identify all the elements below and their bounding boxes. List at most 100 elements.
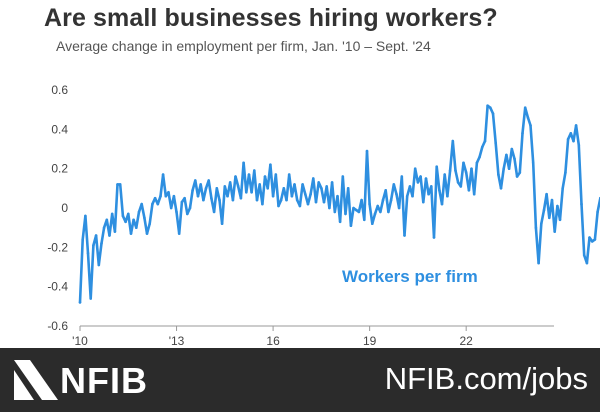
data-point [542, 208, 546, 212]
data-point [172, 194, 176, 198]
data-point [486, 104, 489, 107]
data-point [338, 220, 342, 224]
data-point [274, 173, 278, 176]
chart-subtitle: Average change in employment per firm, J… [56, 38, 431, 54]
data-point [186, 212, 189, 216]
data-point [151, 202, 154, 206]
data-point [105, 218, 109, 222]
data-point [593, 238, 597, 241]
data-point [545, 192, 548, 196]
data-point [314, 200, 318, 204]
data-point [360, 198, 363, 202]
data-point [537, 261, 540, 265]
data-point [228, 181, 232, 184]
y-tick-label: 0.4 [51, 122, 68, 136]
data-point [194, 179, 197, 182]
data-point [234, 175, 237, 178]
data-point [148, 222, 151, 225]
data-point [116, 183, 119, 186]
data-point [438, 189, 441, 192]
nfib-jobs-url[interactable]: NFIB.com/jobs [384, 361, 588, 396]
y-tick-label: -0.6 [47, 319, 68, 333]
data-point [405, 194, 409, 198]
data-point [210, 196, 213, 200]
x-tick-label: 16 [266, 334, 280, 348]
data-point [540, 222, 543, 225]
data-point [346, 187, 350, 190]
data-point [277, 204, 280, 208]
data-point [191, 189, 194, 192]
data-point [507, 167, 511, 170]
data-point [242, 161, 245, 165]
data-point [590, 240, 594, 243]
data-point [188, 206, 192, 210]
data-point [199, 183, 202, 186]
data-point [167, 191, 170, 194]
data-point [357, 210, 361, 214]
data-point [556, 204, 559, 208]
data-point [572, 139, 575, 143]
data-point [432, 236, 436, 239]
data-point [424, 177, 428, 180]
data-point [478, 155, 481, 159]
data-point [435, 165, 439, 168]
data-point [558, 218, 562, 222]
data-point [127, 212, 130, 216]
data-point [245, 191, 248, 194]
data-point [124, 220, 127, 224]
data-point [177, 232, 181, 235]
data-point [574, 124, 578, 127]
y-tick-label: 0.2 [51, 162, 68, 176]
data-point [462, 161, 465, 165]
data-point [333, 210, 337, 214]
data-point [502, 167, 506, 170]
data-point [207, 179, 210, 182]
data-point [513, 157, 516, 161]
data-point [475, 161, 479, 165]
data-point [258, 183, 262, 186]
data-point [282, 187, 286, 190]
data-point [156, 202, 160, 206]
data-point [81, 238, 84, 241]
data-point [143, 216, 146, 220]
data-point [400, 175, 404, 178]
data-point [253, 169, 256, 172]
y-tick-label: 0.6 [51, 83, 68, 97]
data-point [293, 183, 296, 186]
series-label: Workers per firm [342, 267, 478, 286]
data-point [505, 153, 508, 157]
data-point [279, 198, 283, 202]
data-point [515, 175, 519, 178]
data-point [78, 301, 82, 304]
data-point [454, 169, 457, 172]
data-point [215, 187, 219, 190]
footer-bar: NFIB NFIB.com/jobs [0, 348, 600, 412]
data-point [239, 196, 243, 200]
x-tick-label: 19 [363, 334, 377, 348]
data-point [285, 198, 288, 202]
data-point [295, 198, 299, 202]
data-point [175, 210, 178, 214]
data-point [416, 181, 420, 184]
data-point [140, 202, 143, 206]
data-point [269, 163, 272, 166]
data-point [113, 230, 117, 233]
data-point [137, 210, 141, 214]
data-point [89, 297, 92, 300]
data-point [531, 161, 535, 165]
data-point [371, 222, 374, 225]
line-chart: -0.6 -0.4 -0.2 0 0.2 0.4 0.6 '10 '13 16 19 22 Work… [47, 83, 600, 348]
data-point [483, 139, 487, 143]
data-point [325, 185, 329, 188]
data-point [470, 167, 473, 170]
data-point [448, 169, 452, 172]
data-point [344, 212, 347, 216]
data-point [510, 147, 514, 151]
data-point [328, 206, 331, 210]
data-point [548, 216, 551, 220]
data-point [408, 185, 412, 188]
data-point [271, 194, 275, 198]
data-point [427, 192, 430, 196]
data-point [349, 224, 353, 227]
data-point [261, 202, 264, 206]
